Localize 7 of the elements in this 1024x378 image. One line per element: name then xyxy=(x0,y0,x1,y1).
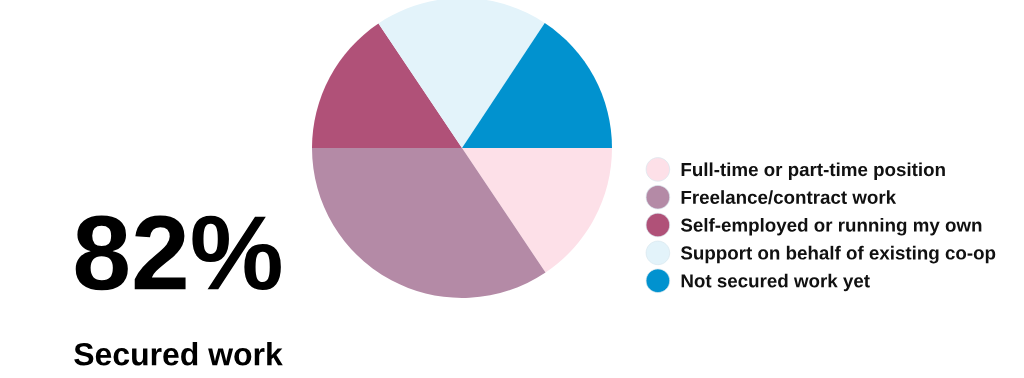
legend-label: Not secured work yet xyxy=(681,273,870,292)
legend-label: Support on behalf of existing co-op xyxy=(680,245,996,264)
legend-label: Self-employed or running my own xyxy=(680,217,982,236)
text: 82% xyxy=(75,215,281,291)
text: Secured work xyxy=(74,342,283,366)
legend-label: Full-time or part-time position xyxy=(681,162,945,180)
legend-label: Freelance/contract work xyxy=(681,190,897,205)
